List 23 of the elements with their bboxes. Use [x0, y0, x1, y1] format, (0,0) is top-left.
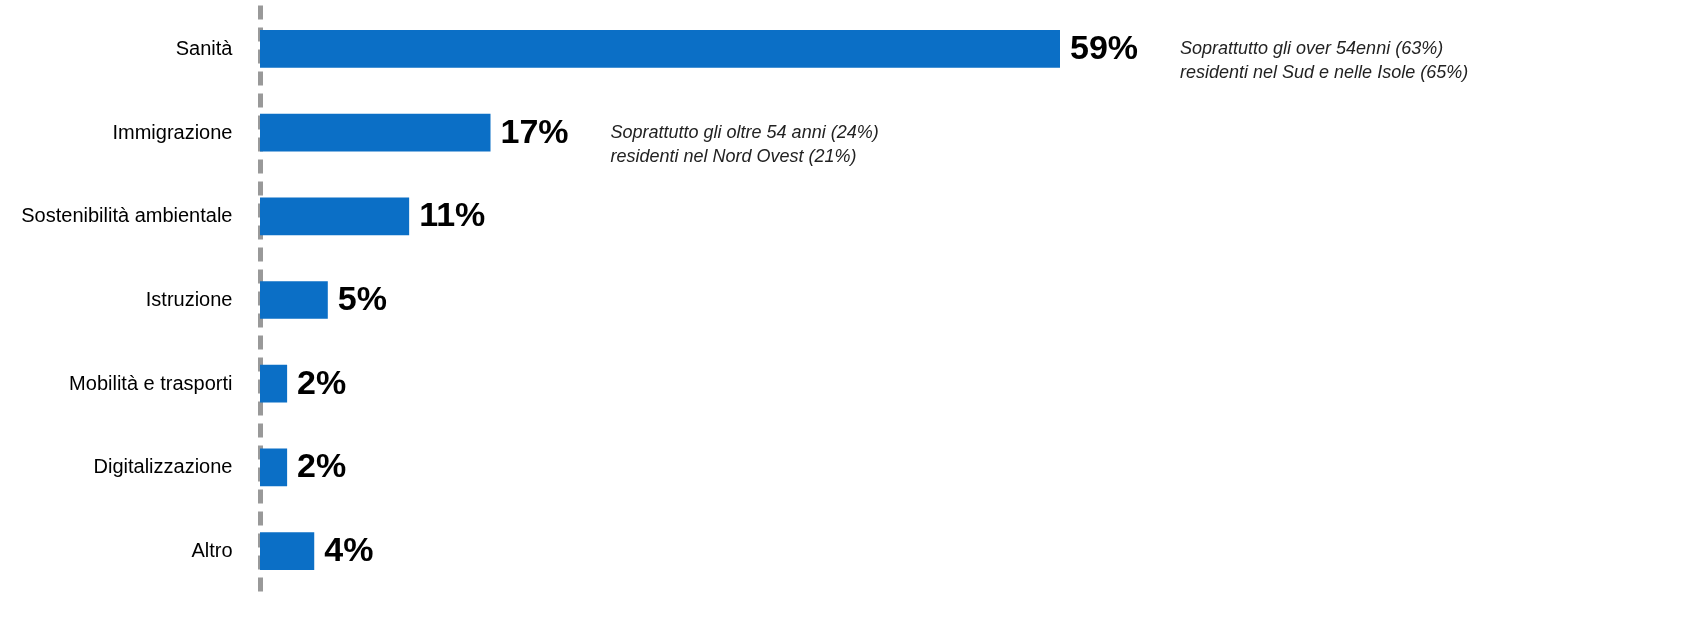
- data-label: 2%: [297, 362, 347, 401]
- bar: [260, 30, 1060, 68]
- y-tick-label: Sanità: [175, 36, 234, 59]
- data-label: 4%: [324, 530, 374, 569]
- bar: [260, 448, 288, 487]
- bar: [260, 532, 315, 570]
- annotation: Soprattutto gli oltre 54 anni (24%) residenti nel Nord Ovest (21%): [610, 121, 879, 166]
- data-label: 17%: [500, 111, 569, 150]
- bar: [260, 364, 288, 403]
- y-tick-label: Sostenibilità ambientale: [21, 204, 233, 227]
- bar: [260, 197, 410, 236]
- y-tick-label: Immigrazione: [112, 120, 233, 143]
- y-tick-label: Altro: [191, 539, 233, 562]
- data-label: 11%: [419, 195, 486, 234]
- data-label: 2%: [297, 446, 347, 485]
- data-label: 59%: [1070, 27, 1139, 66]
- data-label: 5%: [337, 279, 387, 317]
- bar: [260, 281, 328, 319]
- bar: [260, 113, 491, 152]
- y-tick-label: Mobilità e trasporti: [69, 371, 233, 394]
- text: Soprattutto gli over 54enni (63%) residenti nel Sud e nelle Isole (65%): [1180, 37, 1469, 82]
- y-tick-label: Istruzione: [145, 288, 233, 310]
- y-tick-label: Digitalizzazione: [93, 455, 233, 478]
